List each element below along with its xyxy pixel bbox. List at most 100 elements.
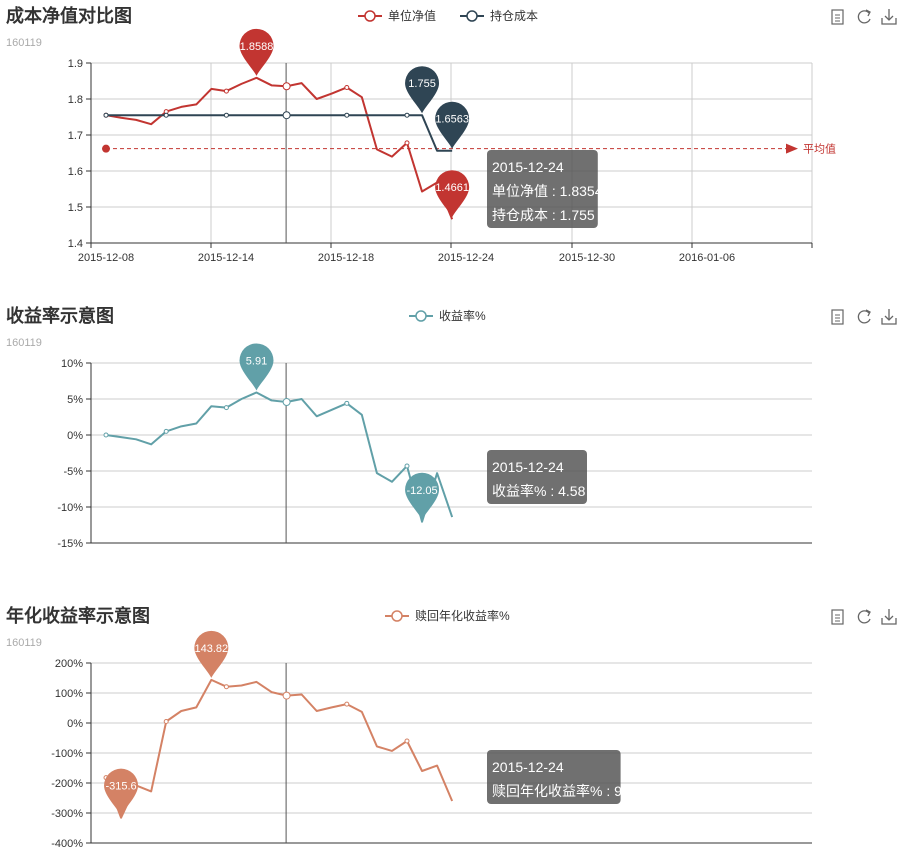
mark-point-shape[interactable]	[435, 101, 470, 149]
download-icon[interactable]	[881, 309, 897, 325]
legend-item-1[interactable]: 单位净值	[358, 8, 436, 23]
legend-label[interactable]: 单位净值	[388, 8, 436, 23]
legend-item-1[interactable]: 赎回年化收益率%	[385, 608, 510, 623]
y-tick-label: -300%	[51, 808, 83, 820]
data-point[interactable]	[282, 398, 291, 407]
restore-icon[interactable]	[857, 309, 871, 324]
legend-marker[interactable]	[391, 610, 403, 622]
mark-point-shape[interactable]	[194, 630, 229, 678]
mark-point-shape[interactable]	[435, 170, 470, 218]
legend-label[interactable]: 赎回年化收益率%	[415, 608, 510, 623]
data-point[interactable]	[163, 112, 169, 118]
mark-point-pin[interactable]: 1.4661	[435, 170, 470, 218]
data-point[interactable]	[163, 719, 169, 724]
restore-icon[interactable]	[857, 609, 871, 624]
data-view-icon[interactable]	[831, 9, 844, 25]
download-icon[interactable]	[881, 9, 897, 25]
data-point[interactable]	[404, 463, 410, 469]
restore-icon-arc[interactable]	[857, 310, 871, 324]
data-view-icon-frame[interactable]	[831, 609, 844, 625]
mark-point-label[interactable]: -315.6	[105, 781, 136, 793]
data-point[interactable]	[223, 684, 229, 690]
data-point[interactable]	[282, 82, 291, 91]
y-tick-label: 0%	[67, 718, 83, 730]
mark-point-label[interactable]: 1.8588	[240, 41, 274, 53]
chart-subtitle: 160119	[6, 337, 42, 349]
y-tick-label: 100%	[55, 688, 83, 700]
data-point[interactable]	[282, 691, 291, 700]
tooltip-box	[487, 750, 621, 804]
y-tick-label: -5%	[63, 466, 83, 478]
mark-point-shape[interactable]	[405, 472, 440, 520]
mark-point-label[interactable]: 1.4661	[435, 182, 469, 194]
download-icon-head[interactable]	[884, 615, 894, 621]
restore-icon-arrow[interactable]	[865, 609, 871, 617]
tooltip-line: 单位净值 : 1.8354	[492, 183, 603, 199]
tooltip-box	[487, 450, 587, 504]
legend-item-1[interactable]: 收益率%	[409, 308, 486, 323]
x-tick-label: 2015-12-14	[198, 252, 254, 264]
data-point[interactable]	[344, 701, 350, 707]
y-tick-label: -200%	[51, 778, 83, 790]
y-tick-label: -15%	[57, 538, 83, 550]
data-point[interactable]	[223, 112, 229, 118]
data-point[interactable]	[163, 428, 169, 434]
legend-marker[interactable]	[415, 310, 427, 322]
mark-point-label[interactable]: 1.755	[408, 78, 436, 90]
restore-icon-arc[interactable]	[857, 610, 871, 624]
data-point[interactable]	[344, 112, 350, 118]
mark-point-label[interactable]: 1.6563	[435, 114, 469, 126]
data-point[interactable]	[344, 400, 350, 406]
legend-label[interactable]: 持仓成本	[490, 8, 538, 23]
legend-item-2[interactable]: 持仓成本	[460, 8, 538, 23]
mark-point-pin[interactable]: 5.91	[239, 343, 274, 391]
download-icon[interactable]	[881, 609, 897, 625]
mark-point-pin[interactable]: 1.6563	[435, 101, 470, 149]
download-icon-tray[interactable]	[881, 18, 897, 25]
restore-icon-arc[interactable]	[857, 10, 871, 24]
data-point[interactable]	[404, 738, 410, 744]
mark-point-label[interactable]: 5.91	[246, 355, 267, 367]
data-point[interactable]	[223, 405, 229, 411]
data-point[interactable]	[223, 88, 229, 94]
mark-point-pin[interactable]: 143.82	[194, 630, 229, 678]
data-point[interactable]	[282, 111, 291, 120]
restore-icon[interactable]	[857, 9, 871, 24]
legend-marker[interactable]	[466, 10, 478, 22]
mark-point-shape[interactable]	[239, 28, 274, 76]
data-point[interactable]	[404, 140, 410, 146]
download-icon-head[interactable]	[884, 15, 894, 21]
data-point[interactable]	[103, 432, 109, 438]
tooltip-title: 2015-12-24	[492, 759, 564, 775]
download-icon-tray[interactable]	[881, 318, 897, 325]
mark-point-shape[interactable]	[239, 343, 274, 391]
download-icon-tray[interactable]	[881, 618, 897, 625]
restore-icon-arrow[interactable]	[865, 309, 871, 317]
download-icon-head[interactable]	[884, 315, 894, 321]
data-point[interactable]	[103, 112, 109, 118]
x-tick-label: 2015-12-18	[318, 252, 374, 264]
mark-point-shape[interactable]	[104, 768, 139, 816]
tooltip: 2015-12-24 赎回年化收益率% : 91.37	[487, 750, 649, 804]
tooltip-line: 赎回年化收益率% : 91.37	[492, 783, 649, 799]
restore-icon-arrow[interactable]	[865, 9, 871, 17]
legend-label[interactable]: 收益率%	[439, 308, 486, 323]
mark-point-pin[interactable]: 1.8588	[239, 28, 274, 76]
tooltip-title: 2015-12-24	[492, 459, 564, 475]
legend-marker[interactable]	[364, 10, 376, 22]
data-view-icon[interactable]	[831, 609, 844, 625]
data-point[interactable]	[404, 112, 410, 118]
mark-point-pin[interactable]: 1.755	[405, 66, 440, 114]
mark-point-pin[interactable]: -12.05	[405, 472, 440, 520]
y-tick-label: -100%	[51, 748, 83, 760]
data-view-icon-frame[interactable]	[831, 9, 844, 25]
tooltip-line: 收益率% : 4.58	[492, 483, 586, 499]
mark-point-label[interactable]: -12.05	[406, 485, 437, 497]
mark-point-shape[interactable]	[405, 66, 440, 114]
tooltip-line: 持仓成本 : 1.755	[492, 207, 595, 223]
data-point[interactable]	[344, 84, 350, 90]
mark-point-label[interactable]: 143.82	[195, 643, 229, 655]
mark-point-pin[interactable]: -315.6	[104, 768, 139, 816]
data-view-icon[interactable]	[831, 309, 844, 325]
data-view-icon-frame[interactable]	[831, 309, 844, 325]
